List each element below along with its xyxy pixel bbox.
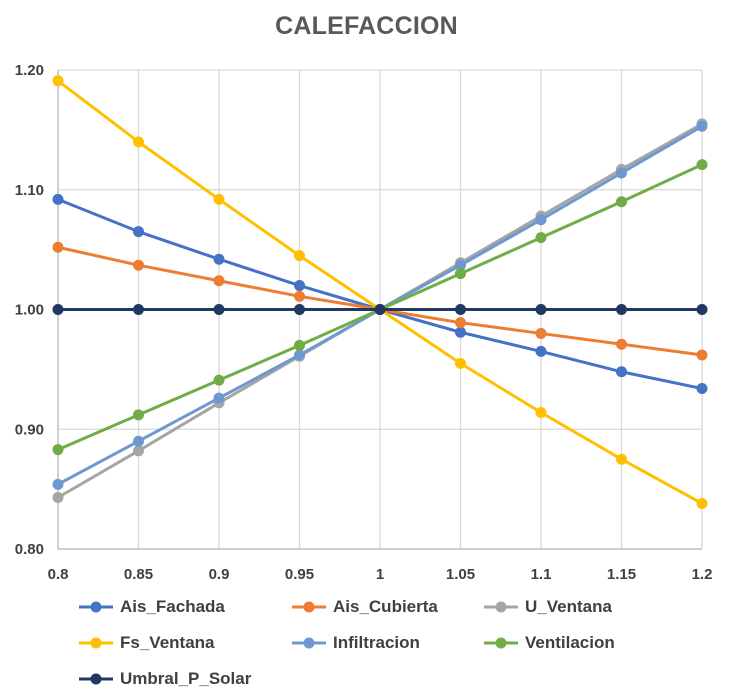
data-point-ais-cubierta xyxy=(133,259,144,271)
data-point-fs-ventana xyxy=(133,136,144,148)
data-point-fs-ventana xyxy=(616,453,627,465)
legend-swatch xyxy=(292,601,326,613)
data-point-infiltracion xyxy=(52,478,64,490)
data-point-infiltracion xyxy=(294,349,305,361)
data-point-ventilacion xyxy=(455,268,466,280)
data-point-umbral-p-solar xyxy=(696,304,708,315)
x-tick-label: 0.9 xyxy=(209,566,230,583)
data-point-ais-cubierta xyxy=(294,290,305,302)
legend-item-fs-ventana: Fs_Ventana xyxy=(78,632,215,654)
legend-swatch xyxy=(79,673,113,685)
data-point-infiltracion xyxy=(535,214,547,226)
data-point-infiltracion xyxy=(213,392,225,404)
legend-item-ais-fachada: Ais_Fachada xyxy=(78,596,225,618)
legend-label: Ais_Fachada xyxy=(120,597,225,616)
data-point-ventilacion xyxy=(535,232,547,244)
data-point-ais-fachada xyxy=(535,345,547,357)
data-point-ventilacion xyxy=(616,196,627,208)
series-umbral-p-solar xyxy=(52,304,708,315)
data-point-infiltracion xyxy=(455,259,466,271)
legend-label: U_Ventana xyxy=(525,597,612,616)
legend-label: Ais_Cubierta xyxy=(333,597,438,616)
data-point-ais-cubierta xyxy=(696,349,708,361)
x-tick-label: 0.8 xyxy=(48,566,69,583)
y-tick-label: 1.00 xyxy=(15,302,44,319)
legend-label: Fs_Ventana xyxy=(120,633,215,652)
data-point-ventilacion xyxy=(133,409,144,421)
legend-item-infiltracion: Infiltracion xyxy=(291,632,420,654)
data-point-ais-cubierta xyxy=(455,317,466,329)
data-point-ais-fachada xyxy=(294,280,305,292)
data-point-ais-fachada xyxy=(455,326,466,338)
x-tick-label: 1.2 xyxy=(692,566,713,583)
legend-swatch xyxy=(484,637,518,649)
data-point-ais-fachada xyxy=(213,253,225,265)
data-point-fs-ventana xyxy=(455,357,466,369)
legend-label: Ventilacion xyxy=(525,633,615,652)
data-point-ventilacion xyxy=(696,159,708,171)
x-tick-label: 1.15 xyxy=(607,566,636,583)
y-tick-label: 0.90 xyxy=(15,421,44,438)
legend-item-ais-cubierta: Ais_Cubierta xyxy=(291,596,438,618)
data-point-ais-fachada xyxy=(52,193,64,205)
legend-swatch xyxy=(79,601,113,613)
legend-swatch xyxy=(292,637,326,649)
data-point-ais-fachada xyxy=(616,366,627,378)
data-point-ais-fachada xyxy=(133,226,144,238)
data-point-ais-fachada xyxy=(696,383,708,395)
data-point-infiltracion xyxy=(696,120,708,132)
data-point-umbral-p-solar xyxy=(535,304,547,315)
data-point-umbral-p-solar xyxy=(616,304,627,315)
data-point-fs-ventana xyxy=(696,497,708,509)
y-tick-label: 1.10 xyxy=(15,182,44,199)
data-point-fs-ventana xyxy=(535,406,547,418)
data-point-umbral-p-solar xyxy=(52,304,64,315)
series xyxy=(52,75,708,509)
data-point-ais-cubierta xyxy=(616,338,627,350)
legend-label: Umbral_P_Solar xyxy=(120,669,252,688)
data-point-ais-cubierta xyxy=(213,275,225,287)
legend-item-u-ventana: U_Ventana xyxy=(483,596,612,618)
legend-swatch xyxy=(79,637,113,649)
data-point-ais-cubierta xyxy=(535,327,547,339)
data-point-umbral-p-solar xyxy=(294,304,305,315)
data-point-umbral-p-solar xyxy=(374,304,386,315)
tick-labels: 0.80 0.90 1.00 1.10 1.20 0.8 0.85 0.9 0.95 1 1.05 1… xyxy=(15,62,713,583)
data-point-u-ventana xyxy=(52,492,64,504)
data-point-umbral-p-solar xyxy=(455,304,466,315)
x-tick-label: 0.95 xyxy=(285,566,314,583)
data-point-infiltracion xyxy=(616,167,627,179)
legend-item-ventilacion: Ventilacion xyxy=(483,632,615,654)
x-tick-label: 0.85 xyxy=(124,566,153,583)
data-point-fs-ventana xyxy=(294,250,305,262)
x-tick-label: 1 xyxy=(376,566,384,583)
x-tick-label: 1.05 xyxy=(446,566,475,583)
x-tick-label: 1.1 xyxy=(531,566,552,583)
legend-item-umbral-p-solar: Umbral_P_Solar xyxy=(78,668,251,690)
data-point-ventilacion xyxy=(213,374,225,386)
data-point-fs-ventana xyxy=(213,193,225,205)
data-point-infiltracion xyxy=(133,435,144,447)
data-point-fs-ventana xyxy=(52,75,64,87)
data-point-ais-cubierta xyxy=(52,241,64,253)
y-tick-label: 0.80 xyxy=(15,541,44,558)
data-point-u-ventana xyxy=(133,445,144,457)
legend-swatch xyxy=(484,601,518,613)
y-tick-label: 1.20 xyxy=(15,62,44,79)
chart-title: CALEFACCION xyxy=(275,12,458,40)
data-point-umbral-p-solar xyxy=(133,304,144,315)
legend-label: Infiltracion xyxy=(333,633,420,652)
data-point-umbral-p-solar xyxy=(213,304,225,315)
data-point-ventilacion xyxy=(294,339,305,351)
data-point-ventilacion xyxy=(52,444,64,456)
